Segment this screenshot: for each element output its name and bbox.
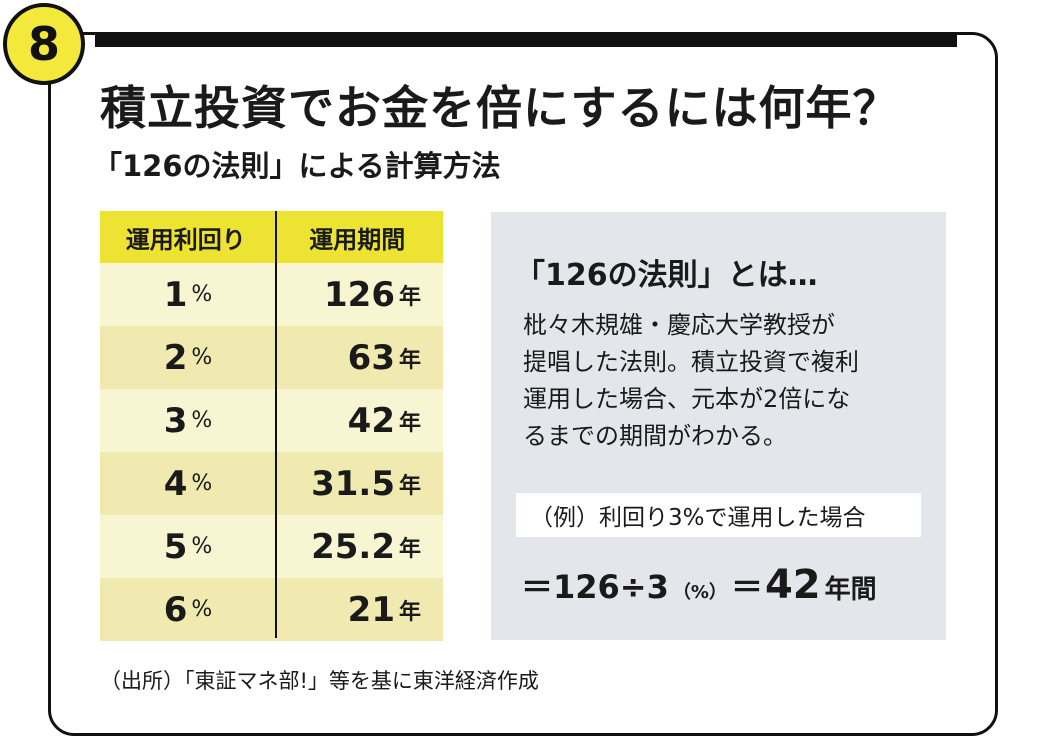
formula-equals: ＝ [730,568,763,606]
period-value: 31.5 [311,463,395,504]
info-title: 「126の法則」とは… [515,258,818,293]
rate-value: 4 [163,463,188,504]
rate-table: 運用利回り 運用期間 1% 126 年 2% 63 年 3% 42 年 4% 31.5… [100,211,443,641]
period-value: 126 [324,274,395,315]
rate-unit: % [191,282,213,307]
period-unit: 年 [398,347,421,373]
period-cell: 42 年 [276,389,443,452]
period-value: 63 [347,337,395,378]
period-cell: 63 年 [276,326,443,389]
period-value: 25.2 [311,526,395,567]
period-unit: 年 [398,599,421,625]
period-unit: 年 [398,473,421,499]
rate-cell: 2% [100,326,276,389]
rate-unit: % [191,534,213,559]
rate-value: 5 [163,526,188,567]
rate-cell: 3% [100,389,276,452]
table-row: 1% 126 年 [100,263,443,326]
period-unit: 年 [398,536,421,562]
info-line: 枇々木規雄・慶応大学教授が [523,311,835,339]
period-cell: 21 年 [276,578,443,641]
formula-expression: ＝126÷3 [521,568,669,606]
rate-unit: % [191,597,213,622]
info-line: 運用した場合、元本が2倍にな [523,385,851,413]
period-value: 42 [347,400,395,441]
header-period: 運用期間 [309,225,406,254]
info-body: 枇々木規雄・慶応大学教授が 提唱した法則。積立投資で複利 運用した場合、元本が2… [523,307,923,455]
table-row: 3% 42 年 [100,389,443,452]
period-cell: 25.2 年 [276,515,443,578]
table-row: 2% 63 年 [100,326,443,389]
page-title: 積立投資でお金を倍にするには何年？ [100,81,900,135]
formula: ＝126÷3 （%） ＝ 42 年間 [521,562,877,608]
info-line: るまでの期間がわかる。 [523,422,787,450]
table-row: 5% 25.2 年 [100,515,443,578]
rate-value: 2 [163,337,188,378]
rate-value: 6 [163,589,188,630]
period-cell: 126 年 [276,263,443,326]
period-cell: 31.5 年 [276,452,443,515]
formula-percent-note: （%） [672,582,727,603]
rate-value: 1 [163,274,188,315]
rate-cell: 6% [100,578,276,641]
info-line: 提唱した法則。積立投資で複利 [523,348,859,376]
period-unit: 年 [398,284,421,310]
formula-unit: 年間 [824,575,877,605]
rate-unit: % [191,345,213,370]
table-header: 運用利回り 運用期間 [100,211,443,263]
top-bar [95,33,957,47]
table-row: 6% 21 年 [100,578,443,641]
period-value: 21 [347,589,395,630]
example-label: （例）利回り3%で運用した場合 [516,493,921,537]
rate-unit: % [191,471,213,496]
number-badge: 8 [3,3,85,85]
page-subtitle: 「126の法則」による計算方法 [93,149,501,183]
header-rate: 運用利回り [125,225,246,254]
rate-cell: 1% [100,263,276,326]
rate-cell: 5% [100,515,276,578]
table-row: 4% 31.5 年 [100,452,443,515]
rate-cell: 4% [100,452,276,515]
rate-value: 3 [163,400,188,441]
info-panel: 「126の法則」とは… 枇々木規雄・慶応大学教授が 提唱した法則。積立投資で複利… [491,212,946,640]
rate-unit: % [191,408,213,433]
formula-result: 42 [764,562,821,608]
period-unit: 年 [398,410,421,436]
table-divider [275,211,277,638]
source-note: （出所）「東証マネ部!」等を基に東洋経済作成 [100,669,539,693]
